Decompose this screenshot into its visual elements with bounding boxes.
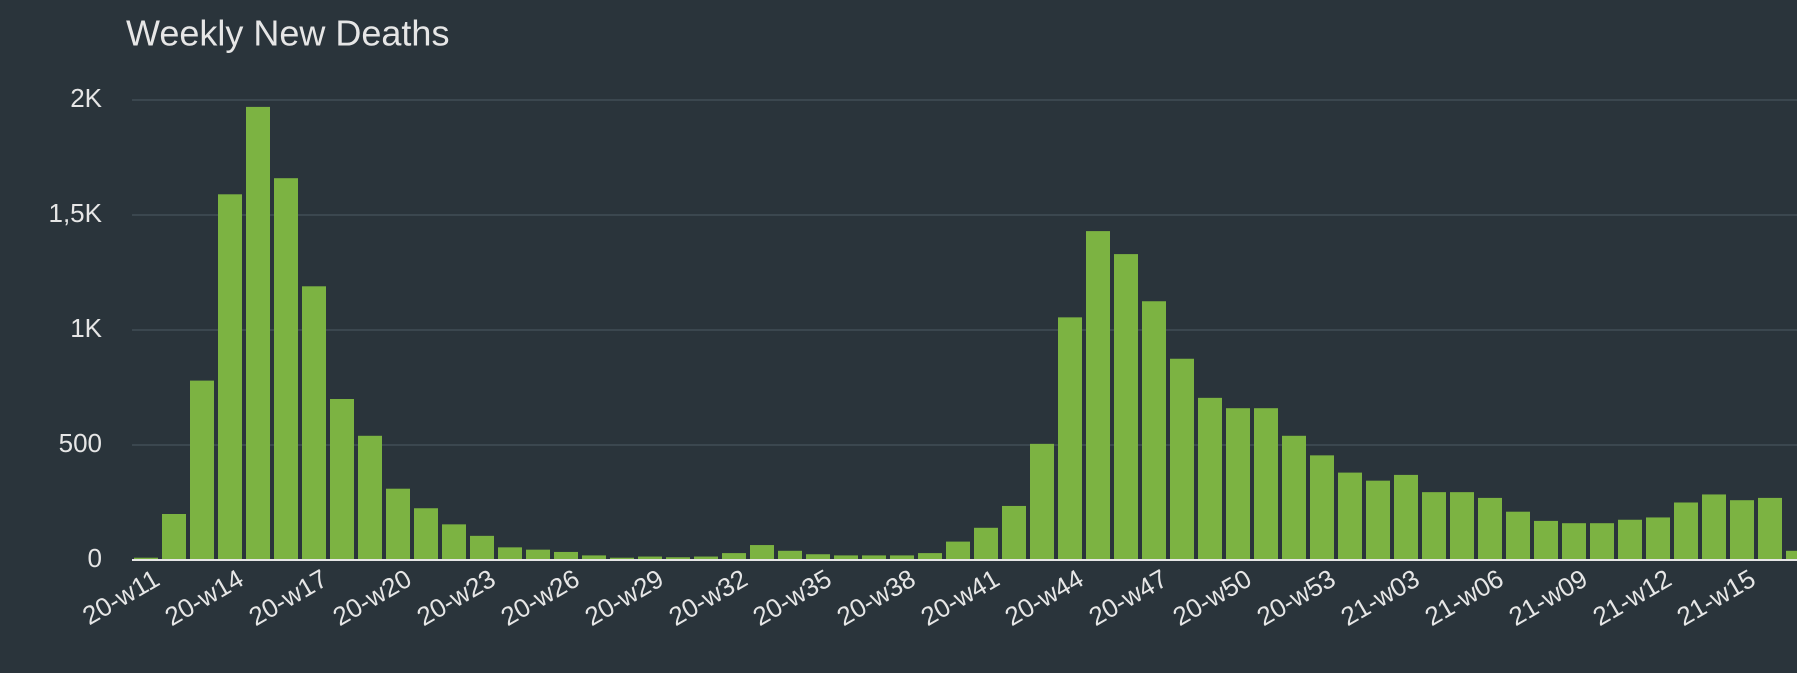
bar [806,554,830,560]
bar [498,547,522,560]
bar [666,557,690,560]
bar [1282,435,1306,560]
y-tick-label: 2K [70,83,102,113]
bar [1338,472,1362,560]
bar [1310,455,1334,560]
bar [1114,254,1138,560]
bar [1590,523,1614,560]
bar [722,553,746,560]
bar [582,555,606,560]
bar [1198,397,1222,560]
y-tick-label: 500 [59,428,102,458]
bar [946,541,970,560]
bar [1758,497,1782,560]
bar [554,551,578,560]
y-tick-label: 1K [70,313,102,343]
bar [414,508,438,560]
bar [386,488,410,560]
bar [1478,497,1502,560]
bar [470,535,494,560]
bar [1254,408,1278,560]
bar [302,286,326,560]
bar [1786,550,1797,560]
bar [1730,500,1754,560]
bar [246,106,270,561]
bar [1702,494,1726,560]
bar [890,555,914,560]
bar [162,514,186,560]
bar [750,545,774,560]
bar [1086,231,1110,560]
bar [1226,408,1250,560]
bar [442,524,466,560]
bar [526,549,550,560]
bar [134,557,158,560]
bar [1562,523,1586,560]
bar [638,556,662,560]
bar [778,550,802,560]
bar [218,194,242,561]
bar [918,553,942,560]
bar [1506,511,1530,560]
bar [1450,492,1474,560]
bar [1002,505,1026,560]
bar [862,555,886,560]
chart-title: Weekly New Deaths [126,13,449,54]
bar [1422,492,1446,560]
bar [610,557,634,560]
bar [330,399,354,560]
y-tick-label: 1,5K [49,198,103,228]
bar [1674,502,1698,560]
bar [1366,480,1390,560]
bar [1618,519,1642,560]
bar [1646,517,1670,560]
bar [190,380,214,560]
bar [974,527,998,560]
y-tick-label: 0 [88,543,102,573]
bar [1534,520,1558,560]
bar [358,435,382,560]
bar [1170,358,1194,560]
bar [834,555,858,560]
bar [1142,301,1166,560]
bar [694,556,718,560]
bar [1058,317,1082,560]
bar [1394,474,1418,560]
bar [274,178,298,560]
bar [1030,443,1054,560]
